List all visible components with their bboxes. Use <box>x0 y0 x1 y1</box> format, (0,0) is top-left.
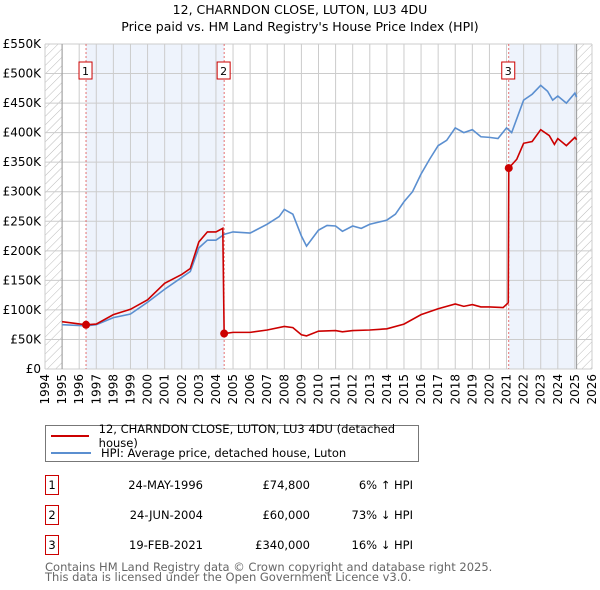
x-tick-label: 2007 <box>260 374 274 405</box>
x-tick-label: 2020 <box>482 374 496 405</box>
x-tick-label: 2012 <box>346 374 360 405</box>
footer-copyright: Contains HM Land Registry data © Crown c… <box>45 560 493 574</box>
y-tick-label: £350K <box>3 155 43 169</box>
hpi-line <box>62 84 578 327</box>
chart-title: 12, CHARNDON CLOSE, LUTON, LU3 4DU <box>172 2 428 17</box>
sale-label-box <box>78 61 93 80</box>
sale-label-box <box>216 61 231 80</box>
x-tick-label: 2001 <box>158 374 172 405</box>
sale-row: 1 24-MAY-1996 £74,800 6% ↑ HPI <box>45 475 465 495</box>
sale-row: 3 19-FEB-2021 £340,000 16% ↓ HPI <box>45 535 465 555</box>
legend-swatch-blue <box>51 452 91 454</box>
x-tick-label: 2015 <box>397 374 411 405</box>
x-tick-label: 2018 <box>448 374 462 405</box>
sale-date: 19-FEB-2021 <box>129 538 203 552</box>
sale-point <box>220 329 229 338</box>
sale-point <box>82 320 91 329</box>
legend-item-hpi: HPI: Average price, detached house, Luto… <box>46 445 346 461</box>
x-tick-label: 2011 <box>329 374 343 405</box>
y-tick-label: £100K <box>3 303 43 317</box>
x-tick-label: 1998 <box>106 374 120 405</box>
x-tick-label: 1997 <box>89 374 103 405</box>
plot-area: 1994 1995 1996 1997 1998 1999 2000 2001 2002 2003… <box>3 37 599 405</box>
x-tick-label: 2009 <box>294 374 308 405</box>
sale-hpi-diff: 73% ↓ HPI <box>351 508 413 522</box>
sale-row: 2 24-JUN-2004 £60,000 73% ↓ HPI <box>45 505 465 525</box>
sale-point <box>504 164 513 173</box>
sale-price: £60,000 <box>262 508 310 522</box>
y-tick-label: £250K <box>3 214 43 228</box>
y-tick-label: £200K <box>3 244 43 258</box>
y-tick-label: £400K <box>3 126 43 140</box>
y-tick-label: £550K <box>3 37 43 51</box>
chart-subtitle: Price paid vs. HM Land Registry's House … <box>121 19 479 34</box>
legend-label: HPI: Average price, detached house, Luto… <box>101 446 347 460</box>
legend-label: 12, CHARNDON CLOSE, LUTON, LU3 4DU (deta… <box>98 422 395 450</box>
ownership-shade <box>508 44 577 369</box>
x-tick-label: 2024 <box>551 374 565 405</box>
sale-label-box <box>501 61 516 80</box>
x-tick-label: 2025 <box>568 374 582 405</box>
sale-date: 24-JUN-2004 <box>129 508 203 522</box>
sale-label: 3 <box>505 65 512 78</box>
legend-item-price-paid: 12, CHARNDON CLOSE, LUTON, LU3 4DU (deta… <box>46 422 418 450</box>
x-tick-label: 1999 <box>123 374 137 405</box>
sale-hpi-diff: 16% ↓ HPI <box>351 538 413 552</box>
x-tick-label: 2023 <box>534 374 548 405</box>
x-tick-label: 2008 <box>277 374 291 405</box>
x-tick-label: 2014 <box>380 374 394 405</box>
footer-licence: This data is licensed under the Open Gov… <box>45 570 412 584</box>
x-tick-label: 2017 <box>431 374 445 405</box>
y-tick-label: £150K <box>3 273 43 287</box>
y-tick-label: £450K <box>3 96 43 110</box>
legend-swatch-red <box>51 435 89 437</box>
sale-date: 24-MAY-1996 <box>128 478 203 492</box>
sale-label: 1 <box>82 65 89 78</box>
ownership-shade <box>86 44 225 369</box>
sale-label: 2 <box>220 65 227 78</box>
price-paid-line <box>61 128 578 337</box>
sale-price: £74,800 <box>262 478 310 492</box>
y-tick-label: £300K <box>3 185 43 199</box>
x-tick-label: 2013 <box>363 374 377 405</box>
x-tick-label: 1996 <box>72 374 86 405</box>
x-tick-label: 2019 <box>465 374 479 405</box>
x-tick-label: 1994 <box>38 374 52 405</box>
x-tick-label: 2016 <box>414 374 428 405</box>
x-tick-label: 2006 <box>243 374 257 405</box>
sale-price: £340,000 <box>255 538 310 552</box>
x-tick-label: 2010 <box>312 374 326 405</box>
x-tick-label: 2003 <box>192 374 206 405</box>
x-tick-label: 2000 <box>141 374 155 405</box>
sale-marker-label: 1 <box>45 475 59 495</box>
x-tick-label: 1995 <box>55 374 69 405</box>
x-tick-label: 2022 <box>517 374 531 405</box>
hatched-no-data-left <box>45 44 63 369</box>
hatched-no-data-right <box>576 44 592 369</box>
x-tick-label: 2002 <box>175 374 189 405</box>
x-tick-label: 2005 <box>226 374 240 405</box>
x-tick-label: 2004 <box>209 374 223 405</box>
y-tick-label: £500K <box>3 67 43 81</box>
legend: 12, CHARNDON CLOSE, LUTON, LU3 4DU (deta… <box>45 422 419 462</box>
x-tick-label: 2021 <box>500 374 514 405</box>
sale-marker-label: 3 <box>45 535 59 555</box>
sale-marker-label: 2 <box>45 505 59 525</box>
x-tick-label: 2026 <box>585 374 599 405</box>
y-tick-label: £50K <box>10 332 42 346</box>
sale-hpi-diff: 6% ↑ HPI <box>358 478 413 492</box>
y-tick-label: £0 <box>26 362 41 376</box>
